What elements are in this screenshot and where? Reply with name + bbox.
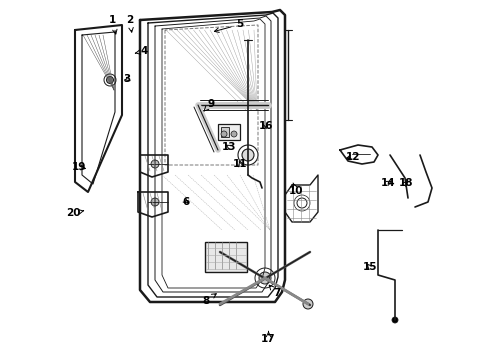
Circle shape <box>151 160 159 168</box>
Text: 13: 13 <box>222 142 237 152</box>
Text: 2: 2 <box>126 15 133 32</box>
Text: 18: 18 <box>398 178 413 188</box>
Text: 4: 4 <box>135 46 148 56</box>
Circle shape <box>392 317 398 323</box>
Text: 3: 3 <box>124 74 131 84</box>
Bar <box>205 242 247 272</box>
Circle shape <box>106 77 114 84</box>
Text: 7: 7 <box>270 285 281 298</box>
Text: 10: 10 <box>289 183 304 196</box>
Text: 5: 5 <box>215 19 244 32</box>
Text: 19: 19 <box>72 162 87 172</box>
Text: 1: 1 <box>109 15 117 34</box>
Circle shape <box>151 198 159 206</box>
Text: 11: 11 <box>233 159 247 169</box>
Circle shape <box>231 131 237 137</box>
Text: 14: 14 <box>381 178 395 188</box>
Text: 12: 12 <box>345 152 360 162</box>
Circle shape <box>221 131 227 137</box>
Bar <box>218 124 240 140</box>
Circle shape <box>259 272 271 284</box>
Text: 17: 17 <box>261 331 276 344</box>
Text: 9: 9 <box>204 99 214 111</box>
Bar <box>221 127 229 137</box>
Text: 16: 16 <box>258 121 273 131</box>
Circle shape <box>242 149 254 161</box>
Text: 15: 15 <box>363 262 377 272</box>
Circle shape <box>303 299 313 309</box>
Text: 6: 6 <box>183 197 190 207</box>
Text: 20: 20 <box>66 208 84 218</box>
Text: 8: 8 <box>202 294 216 306</box>
